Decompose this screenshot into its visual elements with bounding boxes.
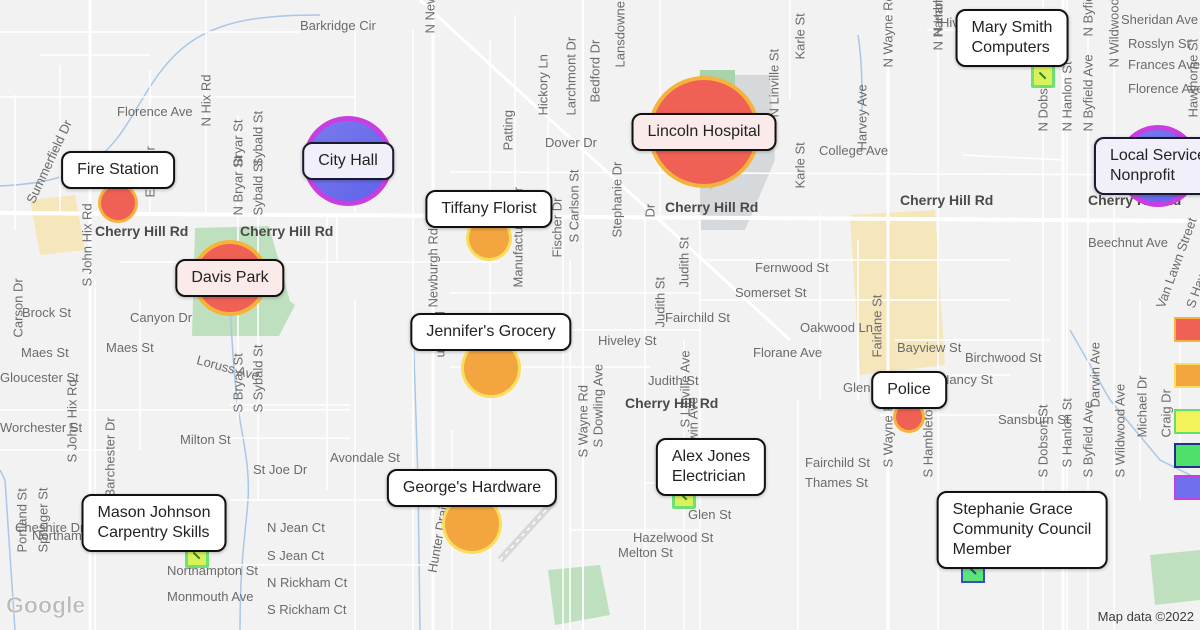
svg-text:Google: Google: [6, 592, 85, 618]
